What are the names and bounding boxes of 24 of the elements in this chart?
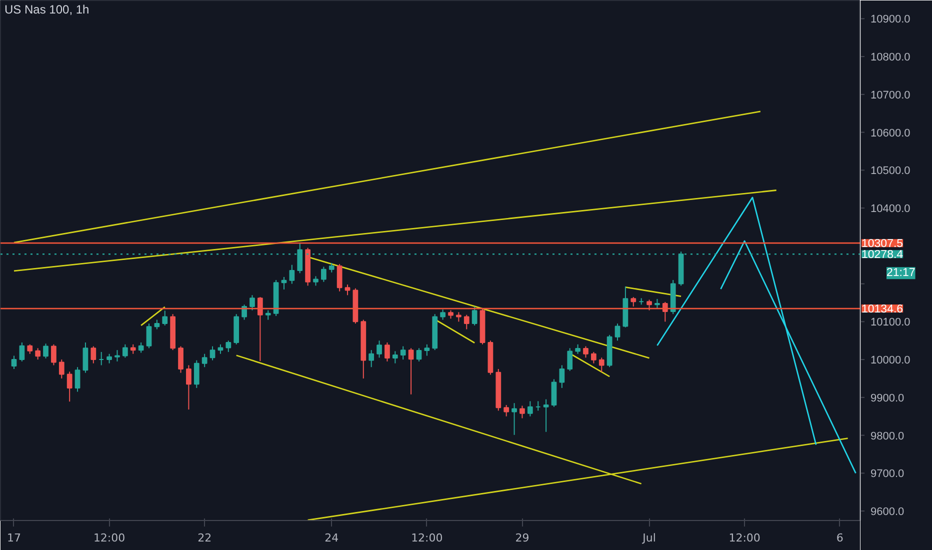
x-tick-label: 12:00 [93, 532, 126, 544]
y-tick-label: 10900.0 [870, 14, 910, 26]
y-tick-label: 10600.0 [870, 127, 910, 140]
x-tick-label: 12:00 [411, 532, 443, 544]
y-tick-label: 9900.0 [870, 392, 904, 404]
y-tick-label: 9600.0 [870, 506, 904, 518]
x-tick-label: 24 [324, 532, 339, 544]
y-tick-label: 10800.0 [870, 52, 910, 64]
chart-title: US Nas 100, 1h [4, 2, 90, 16]
x-tick-label: 29 [515, 532, 530, 544]
y-tick-label: 10000.0 [870, 354, 910, 367]
x-tick-label: 17 [7, 532, 21, 544]
ref-line-label: 10278.4 [862, 249, 904, 262]
text: 21:17 [886, 267, 916, 280]
y-tick-label: 10400.0 [870, 203, 910, 216]
y-tick-label: 9800.0 [870, 430, 904, 442]
y-tick-label: 9700.0 [870, 468, 904, 480]
y-tick-label: 10100.0 [870, 316, 910, 329]
x-tick-label: 22 [198, 532, 212, 544]
x-tick-label: 12:00 [728, 532, 760, 544]
y-tick-label: 10700.0 [870, 89, 910, 102]
x-tick-label: 6 [836, 532, 844, 544]
x-tick-label: Jul [642, 532, 656, 544]
y-tick-label: 10500.0 [870, 165, 910, 178]
